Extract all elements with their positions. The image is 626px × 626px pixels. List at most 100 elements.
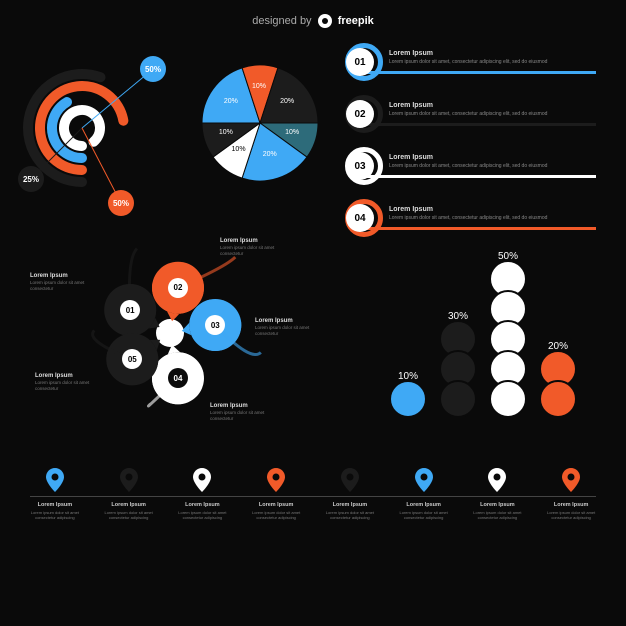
map-pin-icon	[120, 468, 138, 492]
list-item-body: Lorem ipsum dolor sit amet, consectetur …	[389, 111, 596, 118]
timeline-title: Lorem Ipsum	[168, 502, 238, 508]
circle-stack-chart: 10% 30% 50% 20%	[340, 218, 626, 448]
timeline-title: Lorem Ipsum	[241, 502, 311, 508]
petal-label: Lorem IpsumLorem ipsum dolor sit amet co…	[30, 273, 100, 292]
list-item-title: Lorem Ipsum	[389, 50, 596, 57]
map-pin-icon	[562, 468, 580, 492]
petal-title: Lorem Ipsum	[35, 373, 105, 379]
petal-number-badge: 02	[168, 278, 188, 298]
list-number-badge: 02	[346, 100, 374, 128]
timeline-item: Lorem Ipsum Lorem ipsum dolor sit amet c…	[241, 468, 311, 520]
timeline-body: Lorem ipsum dolor sit amet consectetur a…	[168, 510, 238, 520]
list-number-badge: 04	[346, 204, 374, 232]
timeline-item: Lorem Ipsum Lorem ipsum dolor sit amet c…	[463, 468, 533, 520]
list-copy: Lorem Ipsum Lorem ipsum dolor sit amet, …	[365, 50, 596, 75]
timeline-copy: Lorem Ipsum Lorem ipsum dolor sit amet c…	[168, 502, 238, 520]
timeline-body: Lorem ipsum dolor sit amet consectetur a…	[536, 510, 606, 520]
map-pin-icon	[488, 468, 506, 492]
timeline-title: Lorem Ipsum	[94, 502, 164, 508]
petal-label: Lorem IpsumLorem ipsum dolor sit amet co…	[220, 238, 290, 257]
timeline-body: Lorem ipsum dolor sit amet consectetur a…	[463, 510, 533, 520]
timeline-item: Lorem Ipsum Lorem ipsum dolor sit amet c…	[536, 468, 606, 520]
attribution-prefix: designed by	[252, 15, 311, 27]
petal-diagram: 01Lorem IpsumLorem ipsum dolor sit amet …	[0, 218, 340, 448]
list-item-title: Lorem Ipsum	[389, 102, 596, 109]
list-number-badge: 01	[346, 48, 374, 76]
petal-title: Lorem Ipsum	[210, 403, 280, 409]
timeline-copy: Lorem Ipsum Lorem ipsum dolor sit amet c…	[20, 502, 90, 520]
timeline-body: Lorem ipsum dolor sit amet consectetur a…	[315, 510, 385, 520]
timeline-body: Lorem ipsum dolor sit amet consectetur a…	[20, 510, 90, 520]
attribution-brand: freepik	[338, 15, 374, 27]
stack-column: 10%	[389, 371, 427, 418]
timeline-copy: Lorem Ipsum Lorem ipsum dolor sit amet c…	[94, 502, 164, 520]
timeline-item: Lorem Ipsum Lorem ipsum dolor sit amet c…	[315, 468, 385, 520]
timeline-copy: Lorem Ipsum Lorem ipsum dolor sit amet c…	[389, 502, 459, 520]
stack-circle-icon	[389, 380, 427, 418]
timeline-title: Lorem Ipsum	[315, 502, 385, 508]
petal-label: Lorem IpsumLorem ipsum dolor sit amet co…	[35, 373, 105, 392]
list-copy: Lorem Ipsum Lorem ipsum dolor sit amet, …	[365, 102, 596, 127]
list-item-body: Lorem ipsum dolor sit amet, consectetur …	[389, 163, 596, 170]
petal-label: Lorem IpsumLorem ipsum dolor sit amet co…	[255, 318, 325, 337]
numbered-list: 01 Lorem Ipsum Lorem ipsum dolor sit ame…	[340, 38, 626, 218]
timeline-title: Lorem Ipsum	[463, 502, 533, 508]
pie-slice-label: 10%	[285, 129, 299, 136]
petal-title: Lorem Ipsum	[220, 238, 290, 244]
timeline-title: Lorem Ipsum	[20, 502, 90, 508]
timeline-title: Lorem Ipsum	[389, 502, 459, 508]
radial-callout: 25%	[18, 166, 44, 192]
petal-body: Lorem ipsum dolor sit amet consectetur	[210, 410, 280, 422]
stack-column: 30%	[439, 311, 477, 418]
attribution: designed by freepik	[0, 0, 626, 38]
pie-slice-label: 10%	[252, 83, 266, 90]
timeline-item: Lorem Ipsum Lorem ipsum dolor sit amet c…	[168, 468, 238, 520]
list-item-body: Lorem ipsum dolor sit amet, consectetur …	[389, 59, 596, 66]
petal-body: Lorem ipsum dolor sit amet consectetur	[220, 245, 290, 257]
map-pin-icon	[193, 468, 211, 492]
list-item-title: Lorem Ipsum	[389, 206, 596, 213]
list-item: 01 Lorem Ipsum Lorem ipsum dolor sit ame…	[350, 43, 596, 81]
petal-title: Lorem Ipsum	[30, 273, 100, 279]
pie-slice-label: 20%	[224, 98, 238, 105]
list-item: 03 Lorem Ipsum Lorem ipsum dolor sit ame…	[350, 147, 596, 185]
timeline-body: Lorem ipsum dolor sit amet consectetur a…	[389, 510, 459, 520]
petal-title: Lorem Ipsum	[255, 318, 325, 324]
radial-chart: 50% 25% 50%	[0, 38, 180, 218]
pie-slice-label: 10%	[219, 129, 233, 136]
map-pin-icon	[267, 468, 285, 492]
map-pin-icon	[46, 468, 64, 492]
timeline-copy: Lorem Ipsum Lorem ipsum dolor sit amet c…	[536, 502, 606, 520]
timeline-title: Lorem Ipsum	[536, 502, 606, 508]
petal-body: Lorem ipsum dolor sit amet consectetur	[255, 325, 325, 337]
timeline-body: Lorem ipsum dolor sit amet consectetur a…	[94, 510, 164, 520]
stack-column: 50%	[489, 251, 527, 418]
freepik-logo-icon	[318, 14, 332, 28]
pie-chart: 20% 10% 20% 10% 20% 10% 10%	[180, 38, 340, 218]
map-pin-icon	[341, 468, 359, 492]
pie-slice-label: 20%	[280, 98, 294, 105]
timeline-copy: Lorem Ipsum Lorem ipsum dolor sit amet c…	[315, 502, 385, 520]
timeline-body: Lorem ipsum dolor sit amet consectetur a…	[241, 510, 311, 520]
stack-circle-icon	[489, 380, 527, 418]
pie-slice-label: 20%	[263, 151, 277, 158]
petal-label: Lorem IpsumLorem ipsum dolor sit amet co…	[210, 403, 280, 422]
timeline: Lorem Ipsum Lorem ipsum dolor sit amet c…	[20, 448, 606, 588]
pie-slice-label: 10%	[232, 146, 246, 153]
timeline-item: Lorem Ipsum Lorem ipsum dolor sit amet c…	[20, 468, 90, 520]
timeline-copy: Lorem Ipsum Lorem ipsum dolor sit amet c…	[463, 502, 533, 520]
timeline-item: Lorem Ipsum Lorem ipsum dolor sit amet c…	[94, 468, 164, 520]
radial-callout: 50%	[140, 56, 166, 82]
timeline-item: Lorem Ipsum Lorem ipsum dolor sit amet c…	[389, 468, 459, 520]
list-copy: Lorem Ipsum Lorem ipsum dolor sit amet, …	[365, 154, 596, 179]
list-item-title: Lorem Ipsum	[389, 154, 596, 161]
list-item: 02 Lorem Ipsum Lorem ipsum dolor sit ame…	[350, 95, 596, 133]
stack-column: 20%	[539, 341, 577, 418]
list-number-badge: 03	[346, 152, 374, 180]
petal-body: Lorem ipsum dolor sit amet consectetur	[35, 380, 105, 392]
stack-circle-icon	[539, 380, 577, 418]
map-pin-icon	[415, 468, 433, 492]
radial-callout: 50%	[108, 190, 134, 216]
timeline-copy: Lorem Ipsum Lorem ipsum dolor sit amet c…	[241, 502, 311, 520]
petal-body: Lorem ipsum dolor sit amet consectetur	[30, 280, 100, 292]
